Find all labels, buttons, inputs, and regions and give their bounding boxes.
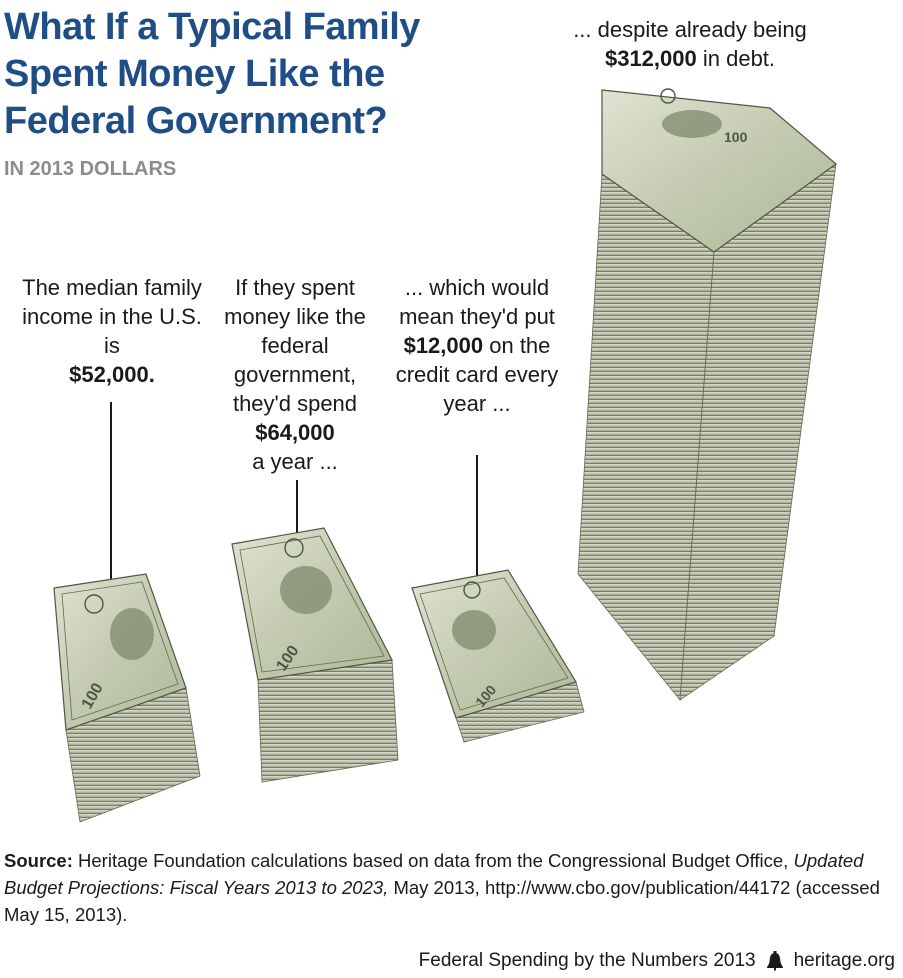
leader-line-borrowing	[476, 455, 478, 583]
bill-face	[411, 569, 577, 719]
money-stack-spending: 100	[231, 527, 399, 783]
page-title: What If a Typical Family Spent Money Lik…	[4, 6, 420, 142]
seal-icon	[284, 538, 304, 558]
caption-debt: ... despite already being $312,000 in de…	[545, 15, 835, 73]
bill-inner-border	[61, 581, 179, 721]
money-stack-borrowing: 100	[411, 569, 585, 743]
caption-borrowing-text: ... which would mean they'd put	[399, 275, 555, 329]
footer: Federal Spending by the Numbers 2013 her…	[419, 950, 895, 972]
liberty-bell-icon	[766, 951, 783, 971]
caption-spending-post: a year ...	[252, 449, 338, 474]
caption-borrowing-post: on the credit card every year ...	[395, 333, 559, 416]
caption-income-amount: $52,000.	[69, 362, 155, 387]
leader-line-spending	[296, 480, 298, 538]
source-rest: May 2013, http://www.cbo.gov/publication…	[4, 877, 880, 925]
money-stack-debt: 100	[577, 88, 837, 702]
source-label: Source:	[4, 850, 73, 871]
source-note: Source: Heritage Foundation calculations…	[4, 847, 899, 928]
denomination-label: 100	[724, 129, 748, 145]
portrait-icon	[452, 610, 496, 650]
seal-icon	[463, 581, 481, 599]
footer-site-link[interactable]: heritage.org	[793, 950, 895, 971]
caption-borrowing-amount: $12,000	[403, 333, 484, 358]
caption-income-text: The median family income in the U.S. is	[22, 275, 202, 358]
caption-debt-amount: $312,000	[604, 46, 697, 71]
portrait-icon	[110, 608, 154, 660]
portrait-icon	[662, 110, 722, 138]
caption-debt-post: in debt.	[702, 46, 776, 71]
caption-spending-amount: $64,000	[255, 420, 335, 445]
seal-icon	[84, 594, 104, 614]
source-publication: Updated Budget Projections: Fiscal Years…	[4, 850, 864, 898]
caption-debt-text: ... despite already being	[573, 17, 807, 42]
footer-series: Federal Spending by the Numbers 2013	[418, 950, 756, 971]
bill-inner-border	[239, 535, 385, 673]
stack-side	[257, 659, 399, 783]
caption-spending: If they spent money like the federal gov…	[220, 273, 370, 476]
source-text: Heritage Foundation calculations based o…	[78, 850, 789, 871]
leader-line-income	[110, 402, 112, 588]
money-stack-income: 100	[53, 573, 201, 823]
caption-spending-text: If they spent money like the federal gov…	[224, 275, 366, 416]
seal-icon	[660, 88, 676, 104]
caption-borrowing: ... which would mean they'd put $12,000 …	[392, 273, 562, 418]
subtitle: IN 2013 DOLLARS	[4, 158, 177, 180]
bill-face	[601, 89, 837, 253]
portrait-icon	[280, 566, 332, 614]
caption-income: The median family income in the U.S. is …	[22, 273, 202, 389]
